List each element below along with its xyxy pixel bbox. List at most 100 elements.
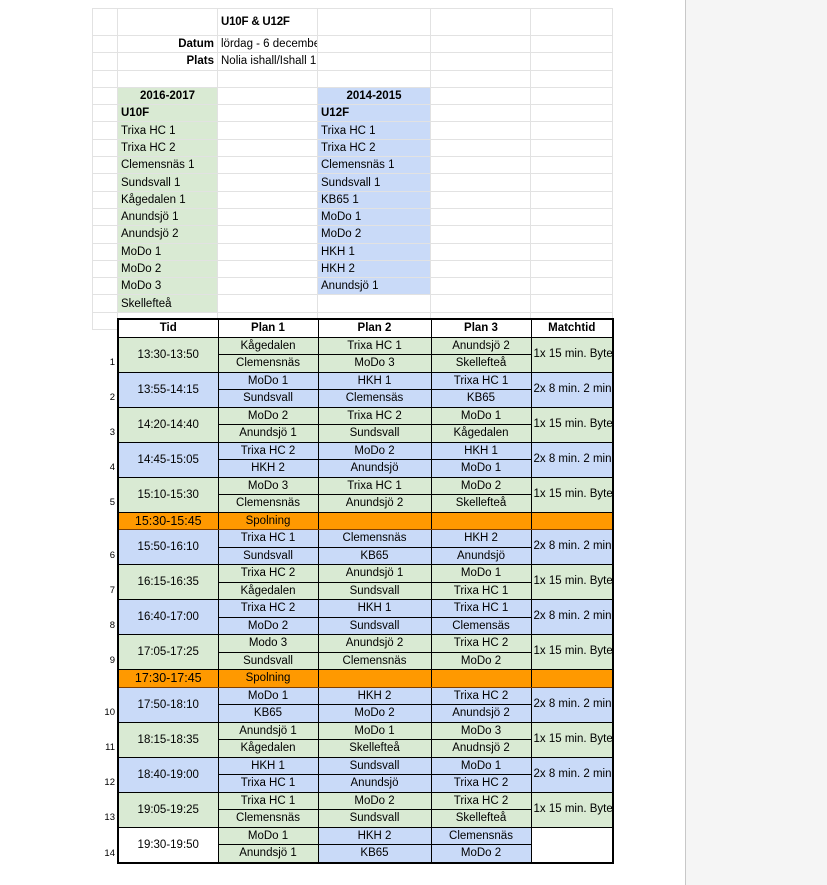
row-number: 12 — [104, 777, 115, 789]
match-team-home-plan2: HKH 1 — [317, 371, 432, 390]
match-format: 2x 8 min. 2 min paus. Flygande byte — [530, 529, 614, 565]
spacer-cell — [92, 225, 118, 244]
match-team-home-plan2: Trixa HC 2 — [317, 406, 432, 425]
spacer-cell — [530, 207, 613, 227]
team-item-left: Skellefteå — [117, 294, 218, 313]
slot-time: 15:50-16:10 — [117, 529, 219, 565]
spacer-cell — [430, 86, 531, 106]
season-header-right: 2014-2015 — [317, 86, 431, 106]
slot-time: 17:50-18:10 — [117, 686, 219, 723]
match-team-away-plan2: Anundsjö — [317, 459, 432, 478]
spacer-cell — [92, 52, 118, 71]
spacer-cell — [92, 121, 118, 140]
schedule-row: HKH 2 Anundsjö MoDo 1 — [118, 459, 613, 478]
schedule-row: 13:55-14:15 MoDo 1 HKH 1 Trixa HC 1 2x 8 min… — [117, 371, 614, 408]
slot-time: 14:45-15:05 — [117, 441, 219, 478]
row-number: 1 — [109, 357, 115, 369]
match-team-away-plan2: MoDo 2 — [317, 704, 432, 723]
match-team-away-plan1: HKH 2 — [217, 459, 319, 478]
match-team-home-plan3: Trixa HC 2 — [430, 634, 532, 653]
match-team-away-plan3: Trixa HC 2 — [430, 774, 532, 793]
match-team-home-plan2: Anundsjö 1 — [317, 564, 432, 583]
slot-time: 14:20-14:40 — [117, 406, 219, 443]
spacer-cell — [92, 69, 118, 88]
row-number: 4 — [109, 462, 115, 474]
schedule-row: 15:10-15:30 MoDo 3 Trixa HC 1 MoDo 2 1x 15 m… — [117, 476, 614, 513]
schedule-row: Anundsjö 1 KB65 MoDo 2 — [118, 844, 613, 863]
field-label-plats: Plats — [117, 52, 218, 71]
match-team-away-plan3: Clemensäs — [430, 616, 532, 635]
row-number: 10 — [104, 707, 115, 719]
spacer-cell — [217, 138, 318, 158]
spacer-cell — [430, 173, 531, 192]
schedule-row: Kågedalen Skellefteå Anudnsjö 2 — [118, 739, 613, 758]
match-team-home-plan1: Trixa HC 1 — [217, 529, 319, 548]
info-grid: U10F & U12F Datum lördag - 6 december Plats… — [92, 8, 613, 331]
spacer-cell — [217, 121, 318, 140]
match-team-home-plan1: MoDo 1 — [217, 686, 319, 705]
schedule-row: 19:30-19:50 MoDo 1 HKH 2 Clemensnäs — [117, 826, 614, 863]
spacer-cell — [217, 69, 318, 88]
spacer-cell — [430, 8, 531, 36]
grid-row: U10F & U12F — [92, 8, 613, 36]
team-item-right: Trixa HC 1 — [317, 121, 431, 140]
resurface-row: 15:30-15:45 Spolning — [117, 511, 614, 530]
match-format: 1x 15 min. Byte med tuta efter 1 minut. — [530, 564, 614, 600]
category-label-left: U10F — [117, 104, 218, 123]
spacer-cell — [530, 173, 613, 192]
match-team-away-plan3: Trixa HC 1 — [430, 581, 532, 600]
match-team-away-plan3: Anundsjö — [430, 546, 532, 565]
spacer-cell — [217, 104, 318, 123]
match-team-away-plan3: KB65 — [430, 389, 532, 408]
slot-time: 13:30-13:50 — [117, 336, 219, 373]
spacer-cell — [317, 69, 431, 88]
schedule-row: 17:05-17:25 Modo 3 Anundsjö 2 Trixa HC 2 1x … — [117, 634, 614, 670]
spacer-cell — [530, 138, 613, 158]
match-team-home-plan2: MoDo 1 — [317, 721, 432, 740]
resurface-row: 17:30-17:45 Spolning — [117, 669, 614, 688]
match-team-home-plan1: MoDo 2 — [217, 406, 319, 425]
spacer-cell — [530, 34, 613, 54]
field-value-datum: lördag - 6 december — [217, 34, 318, 54]
spacer-cell — [92, 156, 118, 175]
match-team-home-plan2: HKH 2 — [317, 686, 432, 705]
spacer-cell — [430, 207, 531, 227]
grid-row — [92, 69, 613, 88]
match-team-away-plan3: Skellefteå — [430, 354, 532, 373]
team-item-left: MoDo 3 — [117, 277, 218, 296]
match-team-away-plan2: MoDo 3 — [317, 354, 432, 373]
grid-row: Trixa HC 1 Trixa HC 1 — [92, 121, 613, 140]
slot-time: 15:10-15:30 — [117, 476, 219, 513]
team-item-right: HKH 1 — [317, 242, 431, 261]
match-team-away-plan3: Anudnsjö 2 — [430, 739, 532, 758]
team-item-left: MoDo 1 — [117, 242, 218, 261]
match-format: 1x 15 min. Byte med tuta efter 1 minut. — [530, 406, 614, 443]
slot-time: 13:55-14:15 — [117, 371, 219, 408]
schedule-row: Clemensnäs Sundsvall Skellefteå — [118, 809, 613, 828]
match-format: 2x 8 min. 2 min paus. Flygande byte — [530, 371, 614, 408]
spacer-cell — [430, 190, 531, 209]
spacer-cell — [317, 52, 431, 71]
schedule-row: 18:15-18:35 Anundsjö 1 MoDo 1 MoDo 3 1x 15 m… — [117, 721, 614, 758]
match-team-away-plan2: Anundsjö — [317, 774, 432, 793]
team-item-left: Anundsjö 1 — [117, 207, 218, 227]
match-team-away-plan1: Trixa HC 1 — [217, 774, 319, 793]
spacer-cell — [430, 138, 531, 158]
schedule-row: Clemensnäs MoDo 3 Skellefteå — [118, 354, 613, 373]
grid-row: Kågedalen 1 KB65 1 — [92, 190, 613, 209]
resurface-empty-cell — [530, 669, 614, 688]
column-header-plan-3: Plan 3 — [430, 318, 532, 338]
category-label-right: U12F — [317, 104, 431, 123]
slot-time: 18:15-18:35 — [117, 721, 219, 758]
slot-time: 16:40-17:00 — [117, 599, 219, 635]
match-team-away-plan3: Skellefteå — [430, 494, 532, 513]
resurface-empty-cell — [430, 511, 532, 530]
spacer-cell — [530, 294, 613, 313]
schedule-row: Clemensnäs Anundsjö 2 Skellefteå — [118, 494, 613, 513]
spacer-cell — [217, 225, 318, 244]
spacer-cell — [92, 138, 118, 158]
spacer-cell — [530, 156, 613, 175]
row-number: 2 — [109, 392, 115, 404]
spacer-cell — [530, 52, 613, 71]
